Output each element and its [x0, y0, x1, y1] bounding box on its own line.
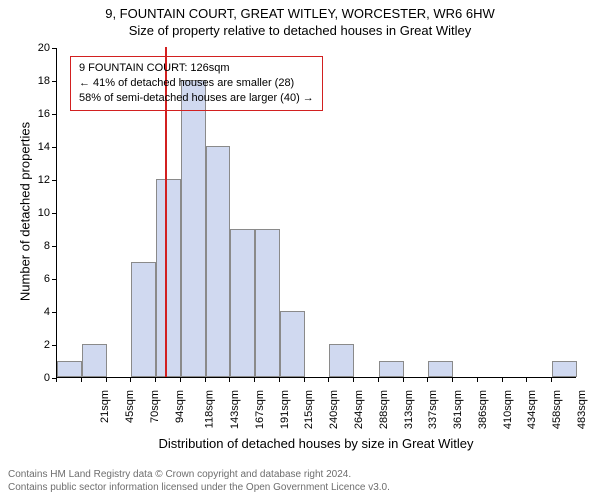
y-tick-label: 0 [30, 372, 50, 384]
x-tick-label: 434sqm [526, 390, 538, 429]
y-tick-mark [52, 246, 56, 247]
x-tick-label: 191sqm [279, 390, 291, 429]
x-tick-label: 458sqm [551, 390, 563, 429]
x-tick-label: 361sqm [452, 390, 464, 429]
x-tick-mark [477, 378, 478, 382]
x-tick-mark [452, 378, 453, 382]
x-tick-label: 410sqm [502, 390, 514, 429]
x-tick-label: 386sqm [477, 390, 489, 429]
y-tick-label: 12 [30, 174, 50, 186]
chart-title: 9, FOUNTAIN COURT, GREAT WITLEY, WORCEST… [0, 0, 600, 38]
histogram-bar [379, 361, 404, 378]
x-tick-label: 288sqm [378, 390, 390, 429]
x-tick-label: 118sqm [204, 390, 216, 428]
x-tick-mark [106, 378, 107, 382]
footer-line-2: Contains public sector information licen… [8, 481, 390, 494]
x-tick-mark [180, 378, 181, 382]
x-tick-label: 143sqm [229, 390, 241, 429]
x-tick-mark [130, 378, 131, 382]
histogram-bar [255, 229, 280, 378]
footer-line-1: Contains HM Land Registry data © Crown c… [8, 468, 390, 481]
y-tick-mark [52, 279, 56, 280]
x-tick-mark [56, 378, 57, 382]
y-tick-label: 2 [30, 339, 50, 351]
histogram-bar [156, 179, 181, 377]
y-tick-mark [52, 213, 56, 214]
histogram-bar [552, 361, 577, 378]
y-tick-label: 6 [30, 273, 50, 285]
histogram-bar [181, 80, 206, 377]
y-tick-mark [52, 48, 56, 49]
x-tick-mark [526, 378, 527, 382]
x-tick-label: 264sqm [353, 390, 365, 429]
histogram-bar [131, 262, 156, 378]
x-tick-mark [502, 378, 503, 382]
x-tick-label: 167sqm [254, 390, 266, 429]
y-tick-label: 16 [30, 108, 50, 120]
y-tick-label: 18 [30, 75, 50, 87]
x-tick-label: 45sqm [124, 390, 136, 423]
x-tick-mark [229, 378, 230, 382]
y-tick-mark [52, 180, 56, 181]
x-tick-mark [378, 378, 379, 382]
x-tick-mark [304, 378, 305, 382]
histogram-bar [206, 146, 231, 377]
x-tick-label: 215sqm [304, 390, 316, 429]
annotation-box: 9 FOUNTAIN COURT: 126sqm ← 41% of detach… [70, 56, 323, 111]
x-tick-mark [427, 378, 428, 382]
y-tick-mark [52, 312, 56, 313]
y-tick-label: 8 [30, 240, 50, 252]
histogram-bar [329, 344, 354, 377]
footer-credits: Contains HM Land Registry data © Crown c… [8, 468, 390, 494]
x-tick-mark [81, 378, 82, 382]
y-tick-mark [52, 147, 56, 148]
x-tick-mark [155, 378, 156, 382]
x-tick-mark [254, 378, 255, 382]
x-tick-label: 483sqm [576, 390, 588, 429]
x-tick-mark [205, 378, 206, 382]
annotation-line-2: ← 41% of detached houses are smaller (28… [79, 76, 314, 91]
histogram-bar [57, 361, 82, 378]
y-tick-mark [52, 114, 56, 115]
x-tick-mark [551, 378, 552, 382]
y-tick-label: 20 [30, 42, 50, 54]
x-tick-label: 337sqm [427, 390, 439, 429]
x-tick-label: 70sqm [149, 390, 161, 423]
y-tick-label: 4 [30, 306, 50, 318]
y-tick-mark [52, 81, 56, 82]
x-tick-label: 313sqm [403, 390, 415, 429]
histogram-bar [428, 361, 453, 378]
x-tick-mark [353, 378, 354, 382]
histogram-bar [280, 311, 305, 377]
x-tick-label: 21sqm [99, 390, 111, 423]
y-tick-mark [52, 345, 56, 346]
y-tick-label: 14 [30, 141, 50, 153]
annotation-line-1: 9 FOUNTAIN COURT: 126sqm [79, 61, 314, 76]
title-line-1: 9, FOUNTAIN COURT, GREAT WITLEY, WORCEST… [0, 6, 600, 21]
x-tick-mark [403, 378, 404, 382]
x-axis-label: Distribution of detached houses by size … [56, 436, 576, 451]
y-tick-label: 10 [30, 207, 50, 219]
x-tick-mark [328, 378, 329, 382]
histogram-bar [82, 344, 107, 377]
histogram-bar [230, 229, 255, 378]
title-line-2: Size of property relative to detached ho… [0, 23, 600, 38]
x-tick-mark [279, 378, 280, 382]
x-tick-label: 94sqm [174, 390, 186, 423]
annotation-line-3: 58% of semi-detached houses are larger (… [79, 91, 314, 106]
x-tick-label: 240sqm [328, 390, 340, 429]
